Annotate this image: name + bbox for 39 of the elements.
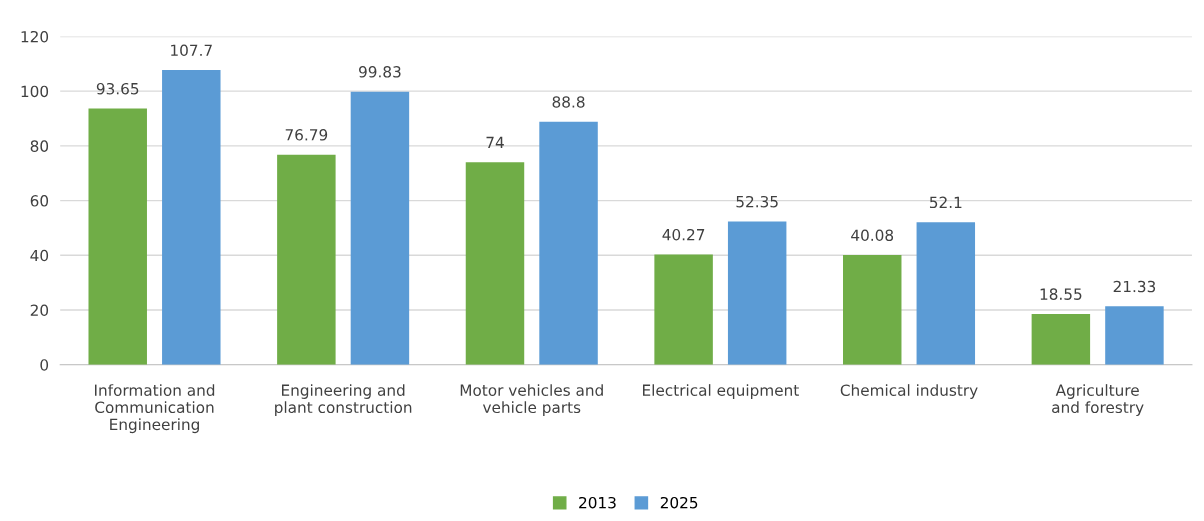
bar [654,254,713,365]
legend-label: 2013 [579,496,616,509]
data-label: 88.8 [552,96,585,108]
y-tick-label: 60 [30,195,49,207]
data-label: 52.1 [929,196,962,209]
x-tick-label: Agriculture and forestry [1052,384,1144,417]
data-label: 107.7 [171,44,212,57]
data-label: 74 [486,136,504,148]
legend-label: 2025 [660,496,698,509]
bar [1105,306,1164,365]
bar [88,108,147,365]
x-tick-label: Chemical industry [840,384,978,399]
y-tick-label: 120 [21,30,49,43]
bar [843,255,902,365]
y-tick-label: 20 [30,304,49,317]
data-label: 52.35 [736,195,778,208]
data-label: 21.33 [1113,280,1156,293]
x-tick-label: Electrical equipment [643,384,799,399]
x-tick-label: Information and Communication Engineering [94,384,215,434]
bar [539,121,598,365]
data-label: 40.08 [851,229,894,241]
data-label: 18.55 [1040,288,1082,300]
data-label: 40.27 [662,228,705,241]
bar [162,70,221,365]
bar [916,222,976,365]
x-tick-label: Engineering and plant construction [275,384,412,417]
bar [465,162,525,365]
x-tick-label: Motor vehicles and vehicle parts [460,384,603,417]
y-tick-label: 0 [40,359,49,371]
data-label: 99.83 [359,66,401,78]
data-label: 93.65 [96,82,139,95]
bar [727,221,787,365]
y-tick-label: 80 [30,140,49,152]
bar [277,154,336,365]
bar [350,91,410,365]
bar [1031,313,1091,365]
y-tick-label: 100 [21,85,49,98]
data-label: 76.79 [285,129,328,141]
y-tick-label: 40 [30,249,49,262]
